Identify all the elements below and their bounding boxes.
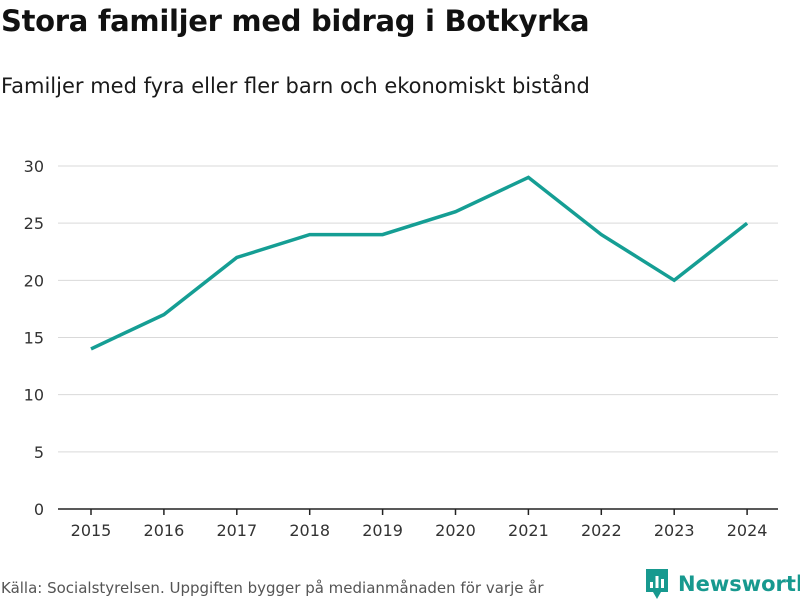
x-tick-label: 2018 bbox=[289, 521, 330, 540]
brand-logo: Newsworthy bbox=[644, 566, 800, 602]
chart-title: Stora familjer med bidrag i Botkyrka bbox=[1, 4, 590, 38]
x-tick-label: 2023 bbox=[654, 521, 695, 540]
y-tick-label: 20 bbox=[24, 271, 44, 290]
y-tick-label: 25 bbox=[24, 214, 44, 233]
source-note: Källa: Socialstyrelsen. Uppgiften bygger… bbox=[1, 579, 544, 597]
x-tick-label: 2017 bbox=[216, 521, 257, 540]
y-tick-label: 15 bbox=[24, 329, 44, 348]
newsworthy-logo-icon bbox=[646, 569, 668, 599]
x-tick-label: 2021 bbox=[508, 521, 549, 540]
y-tick-label: 30 bbox=[24, 157, 44, 176]
x-tick-label: 2016 bbox=[144, 521, 185, 540]
x-tick-label: 2020 bbox=[435, 521, 476, 540]
y-tick-labels: 0 5 10 15 20 25 30 bbox=[24, 157, 44, 519]
series-line bbox=[90, 175, 749, 351]
brand-name: Newsworthy bbox=[678, 572, 800, 596]
x-tick-label: 2019 bbox=[362, 521, 403, 540]
x-tick-labels: 2015 2016 2017 2018 2019 2020 2021 2022 2023 2024 bbox=[71, 521, 768, 540]
gridlines bbox=[58, 165, 778, 510]
series-layer bbox=[90, 175, 749, 351]
y-tick-label: 10 bbox=[24, 386, 44, 405]
x-tick-label: 2015 bbox=[71, 521, 112, 540]
x-tick-label: 2022 bbox=[581, 521, 622, 540]
chart-subtitle: Familjer med fyra eller fler barn och ek… bbox=[1, 74, 590, 98]
y-tick-label: 0 bbox=[34, 500, 44, 519]
y-tick-label: 5 bbox=[34, 443, 44, 462]
x-tick-label: 2024 bbox=[727, 521, 768, 540]
axis-ticks bbox=[90, 509, 748, 515]
